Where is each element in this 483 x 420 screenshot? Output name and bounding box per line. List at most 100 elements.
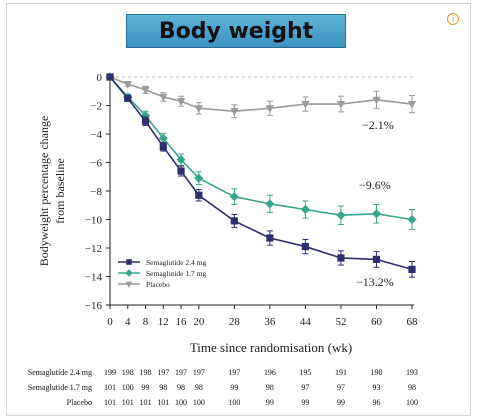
y-axis-label-group: Bodyweight percentage change from baselin… xyxy=(37,116,67,267)
data-point xyxy=(230,108,239,116)
at-risk-value: 100 xyxy=(192,398,205,407)
x-tick-label: 28 xyxy=(229,316,241,328)
at-risk-value: 196 xyxy=(263,368,276,377)
x-tick-label: 68 xyxy=(407,316,419,328)
data-point xyxy=(159,93,168,102)
at-risk-value: 99 xyxy=(265,398,274,407)
at-risk-value: 98 xyxy=(177,383,186,392)
data-point xyxy=(265,199,275,209)
at-risk-value: 100 xyxy=(228,398,241,407)
at-risk-value: 198 xyxy=(139,368,152,377)
at-risk-value: 101 xyxy=(104,398,116,407)
x-tick-label: 0 xyxy=(107,316,113,328)
at-risk-row: Placebo 101 101 101 101 100 100 100 99 99 99 96 100 xyxy=(0,396,483,410)
data-point xyxy=(336,210,346,220)
y-tick-label: −10 xyxy=(85,215,103,227)
legend-swatch-marker xyxy=(125,269,133,277)
data-point xyxy=(158,133,168,143)
x-tick-label: 12 xyxy=(158,316,169,328)
at-risk-row: Semaglutide 2.4 mg 199 198 198 197 197 197 197 1… xyxy=(0,366,483,380)
at-risk-value: 193 xyxy=(406,368,418,377)
data-point xyxy=(407,100,417,109)
y-tick-label: −16 xyxy=(85,300,103,312)
at-risk-value: 98 xyxy=(159,383,168,392)
x-tick-label: 8 xyxy=(143,316,149,328)
data-point xyxy=(177,167,185,175)
x-tick-label: 52 xyxy=(335,316,346,328)
data-point xyxy=(408,265,416,273)
x-tick-label: 44 xyxy=(300,316,312,328)
legend-swatch-marker xyxy=(125,281,133,288)
y-tick-label: −14 xyxy=(85,272,103,284)
at-risk-value: 97 xyxy=(336,383,345,392)
y-axis-label: from baseline xyxy=(53,158,67,224)
series-line xyxy=(109,76,413,271)
data-point xyxy=(300,204,311,215)
data-point xyxy=(301,242,310,251)
data-point xyxy=(336,100,346,109)
at-risk-value: 100 xyxy=(121,383,134,392)
data-point xyxy=(194,105,203,113)
chart-title: Body weight xyxy=(158,18,314,44)
data-point xyxy=(159,143,167,151)
series-line xyxy=(109,76,413,113)
at-risk-value: 101 xyxy=(139,398,152,407)
data-point xyxy=(372,255,381,263)
data-point xyxy=(372,96,381,105)
data-point xyxy=(337,254,345,262)
at-risk-value: 98 xyxy=(408,383,416,392)
legend-label: Semaglutide 1.7 mg xyxy=(146,269,206,278)
at-risk-value: 197 xyxy=(157,368,170,377)
data-point xyxy=(301,100,310,109)
data-point xyxy=(266,234,274,242)
series-placebo xyxy=(105,73,417,119)
legend: Semaglutide 2.4 mg Semaglutide 1.7 mg Plac… xyxy=(118,258,206,289)
at-risk-value: 100 xyxy=(175,398,188,407)
legend-label: Placebo xyxy=(146,280,170,289)
series-line xyxy=(109,76,413,221)
at-risk-value: 199 xyxy=(104,368,116,377)
x-tick-label: 16 xyxy=(176,316,188,328)
at-risk-row-label: Semaglutide 1.7 mg xyxy=(27,383,92,392)
x-tick-label: 20 xyxy=(193,316,205,328)
at-risk-value: 100 xyxy=(406,398,418,407)
data-point xyxy=(371,209,382,219)
data-point xyxy=(124,94,132,102)
at-risk-value: 99 xyxy=(336,398,345,407)
at-risk-value: 98 xyxy=(265,383,274,392)
x-tick-label: 36 xyxy=(264,316,276,328)
x-axis-label: Time since randomisation (wk) xyxy=(190,340,352,355)
data-point xyxy=(141,86,150,95)
at-risk-value: 101 xyxy=(121,398,134,407)
at-risk-value: 101 xyxy=(104,383,116,392)
info-icon[interactable]: i xyxy=(447,13,459,25)
data-point xyxy=(176,155,186,165)
data-point xyxy=(106,73,114,81)
y-tick-label: −2 xyxy=(90,101,102,113)
at-risk-value: 197 xyxy=(192,368,205,377)
data-point xyxy=(176,98,186,106)
at-risk-value: 191 xyxy=(334,368,347,377)
figure-frame xyxy=(6,3,471,416)
at-risk-value: 197 xyxy=(175,368,188,377)
at-risk-value: 99 xyxy=(230,383,239,392)
y-axis-label: Bodyweight percentage change xyxy=(37,116,51,267)
at-risk-value: 99 xyxy=(301,398,310,407)
legend-label: Semaglutide 2.4 mg xyxy=(146,258,206,267)
series-semaglutide-1-7-mg xyxy=(105,72,417,230)
data-point xyxy=(123,81,132,89)
at-risk-value: 195 xyxy=(299,368,312,377)
end-value-annotation: −9.6% xyxy=(359,178,391,192)
data-point xyxy=(265,105,274,113)
at-risk-row-label: Semaglutide 2.4 mg xyxy=(27,368,92,377)
at-risk-value: 190 xyxy=(370,368,383,377)
end-value-annotation: −13.2% xyxy=(356,275,394,289)
legend-swatch-marker xyxy=(126,259,132,265)
end-value-annotation: −2.1% xyxy=(362,118,394,132)
data-point xyxy=(230,217,238,225)
data-point xyxy=(195,191,203,199)
series-semaglutide-2-4-mg xyxy=(106,73,416,278)
at-risk-value: 96 xyxy=(372,398,381,407)
y-tick-label: 0 xyxy=(97,72,103,84)
